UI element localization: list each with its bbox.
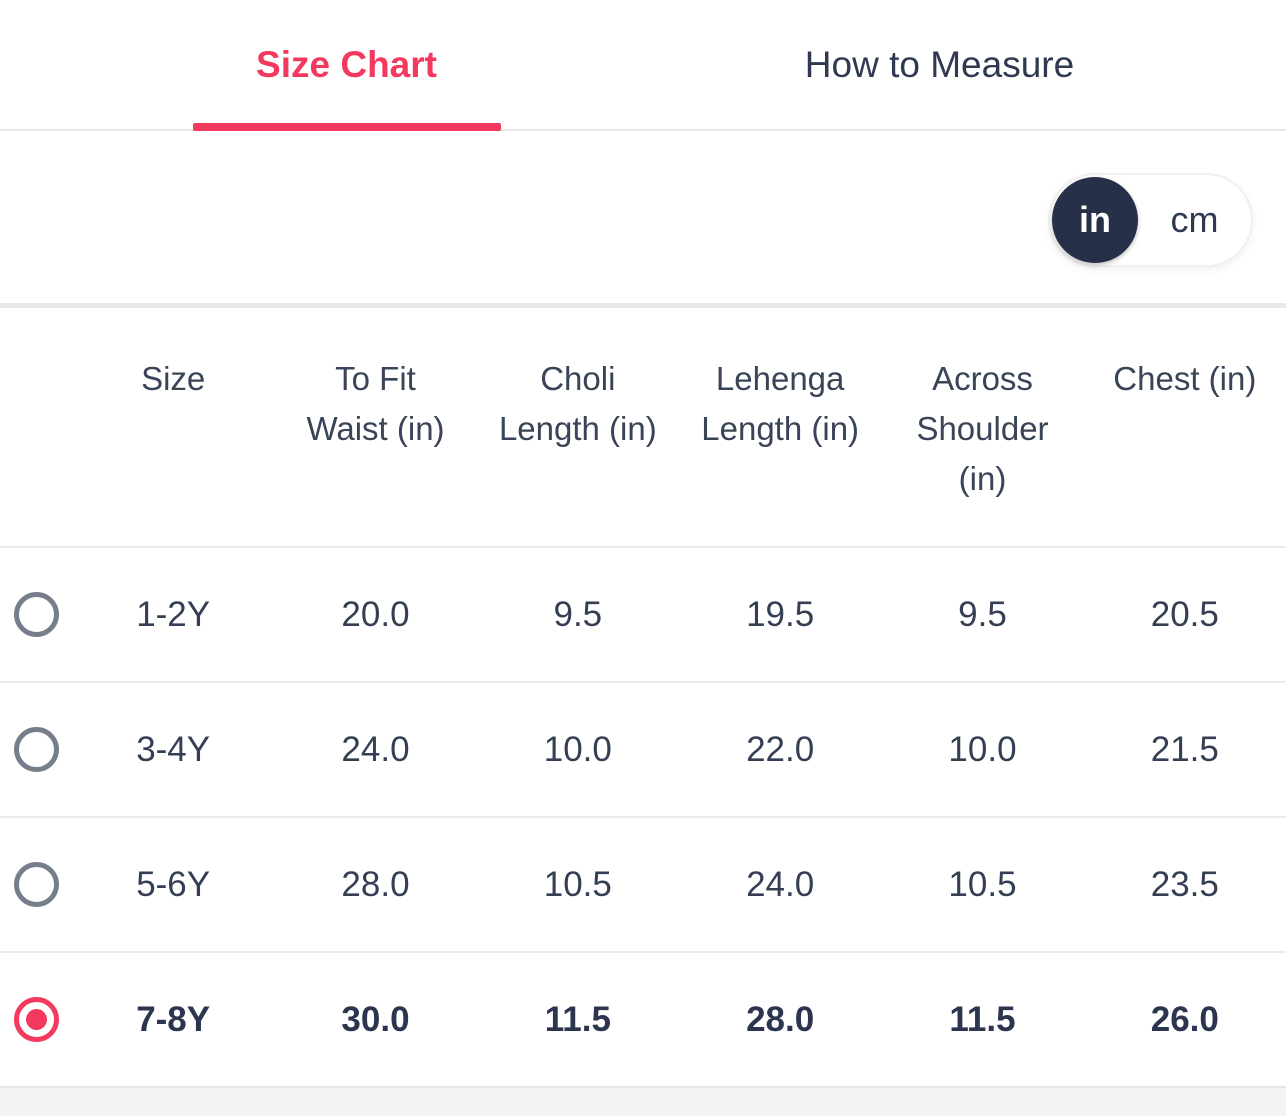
table-row[interactable]: 5-6Y 28.0 10.5 24.0 10.5 23.5	[0, 816, 1286, 951]
cell-across-shoulder: 10.0	[948, 729, 1017, 769]
radio-button-size-1-2y[interactable]	[13, 592, 59, 637]
cell-choli-length: 11.5	[544, 999, 611, 1039]
column-header-lehenga-length: Lehenga Length (in)	[701, 360, 860, 447]
unit-option-in[interactable]: in	[1052, 177, 1138, 263]
cell-choli-length: 10.5	[543, 864, 612, 904]
unit-option-cm[interactable]: cm	[1170, 199, 1219, 240]
column-header-chest: Chest (in)	[1113, 360, 1257, 397]
cell-size: 7-8Y	[136, 999, 211, 1039]
table-row[interactable]: 1-2Y 20.0 9.5 19.5 9.5 20.5	[0, 546, 1286, 681]
table-row[interactable]: 3-4Y 24.0 10.0 22.0 10.0 21.5	[0, 681, 1286, 816]
cell-to-fit-waist: 28.0	[341, 864, 410, 904]
cell-size: 1-2Y	[136, 594, 211, 634]
column-header-size: Size	[141, 360, 206, 397]
cell-size: 3-4Y	[136, 729, 211, 769]
header-radio-spacer	[0, 354, 72, 546]
column-header-choli-length: Choli Length (in)	[498, 360, 657, 447]
cell-to-fit-waist: 30.0	[341, 999, 410, 1039]
cell-lehenga-length: 24.0	[746, 864, 815, 904]
tab-size-chart-label: Size Chart	[256, 43, 437, 85]
tab-size-chart[interactable]: Size Chart	[50, 0, 643, 131]
cell-lehenga-length: 28.0	[746, 999, 815, 1039]
tab-how-to-measure[interactable]: How to Measure	[643, 0, 1236, 129]
cell-chest: 23.5	[1150, 864, 1219, 904]
unit-toggle[interactable]: in cm	[1048, 173, 1253, 267]
radio-button-size-3-4y[interactable]	[13, 727, 59, 772]
table-row[interactable]: 7-8Y 30.0 11.5 28.0 11.5 26.0	[0, 951, 1286, 1086]
cell-across-shoulder: 11.5	[949, 999, 1016, 1039]
cell-choli-length: 9.5	[553, 594, 603, 634]
cell-to-fit-waist: 20.0	[341, 594, 410, 634]
size-table-header: Size To Fit Waist (in) Choli Length (in)…	[0, 308, 1286, 546]
column-header-across-shoulder: Across Shoulder (in)	[916, 360, 1049, 497]
cell-chest: 26.0	[1150, 999, 1219, 1039]
section-separator	[0, 303, 1286, 308]
cell-chest: 20.5	[1150, 594, 1219, 634]
radio-button-size-7-8y[interactable]	[13, 997, 59, 1042]
tab-bar: Size Chart How to Measure	[0, 0, 1286, 131]
cell-chest: 21.5	[1150, 729, 1219, 769]
cell-lehenga-length: 19.5	[746, 594, 815, 634]
tab-how-to-measure-label: How to Measure	[804, 43, 1075, 85]
active-tab-underline	[192, 123, 501, 131]
cell-across-shoulder: 9.5	[958, 594, 1007, 634]
cell-to-fit-waist: 24.0	[341, 729, 410, 769]
unit-toggle-row: in cm	[0, 131, 1286, 303]
bottom-band	[0, 1086, 1286, 1116]
cell-lehenga-length: 22.0	[746, 729, 815, 769]
radio-button-size-5-6y[interactable]	[13, 862, 59, 907]
cell-size: 5-6Y	[136, 864, 211, 904]
column-header-to-fit-waist: To Fit Waist (in)	[306, 360, 445, 447]
cell-across-shoulder: 10.5	[948, 864, 1017, 904]
cell-choli-length: 10.0	[543, 729, 612, 769]
